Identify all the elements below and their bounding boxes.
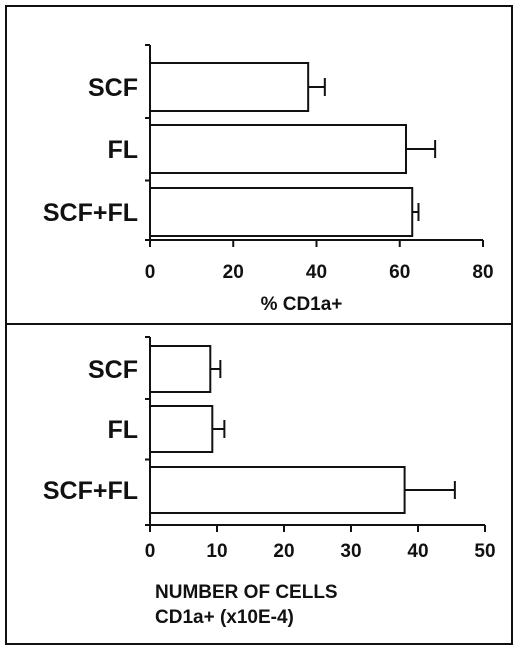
panel-divider [5, 323, 513, 325]
chart-panel-percent-cd1a: 0 20 40 60 80 SCF FL SCF+FL % CD1a+ [43, 44, 494, 315]
category-label: FL [107, 136, 138, 164]
x-tick-label: 0 [145, 541, 156, 562]
category-label: SCF+FL [43, 199, 138, 227]
bar-fl [149, 124, 407, 174]
x-axis-title: CD1a+ (x10E-4) [155, 607, 294, 628]
x-tick-label: 20 [223, 262, 244, 283]
chart-panel-number-of-cells: 0 10 20 30 40 50 SCF FL SCF+FL NUMBER OF CELLS CD1… [43, 336, 496, 628]
category-label: SCF+FL [43, 477, 138, 505]
x-tick-label: 50 [474, 541, 495, 562]
x-tick-label: 30 [340, 541, 361, 562]
x-tick-label: 10 [206, 541, 227, 562]
bar-scf-fl [149, 187, 414, 237]
bar-scf [149, 345, 212, 393]
x-tick-label: 40 [407, 541, 428, 562]
x-axis-title: NUMBER OF CELLS [155, 582, 338, 603]
x-tick-label: 20 [273, 541, 294, 562]
x-tick-label: 80 [472, 262, 493, 283]
category-label: FL [107, 416, 138, 444]
x-tick-label: 40 [306, 262, 327, 283]
category-label: SCF [88, 74, 138, 102]
x-tick-label: 0 [145, 262, 156, 283]
bar-scf-fl [149, 466, 406, 514]
bar-fl [149, 405, 214, 453]
x-axis-title: % CD1a+ [261, 294, 343, 315]
category-label: SCF [88, 356, 138, 384]
x-tick-label: 60 [389, 262, 410, 283]
bar-scf [149, 62, 310, 112]
